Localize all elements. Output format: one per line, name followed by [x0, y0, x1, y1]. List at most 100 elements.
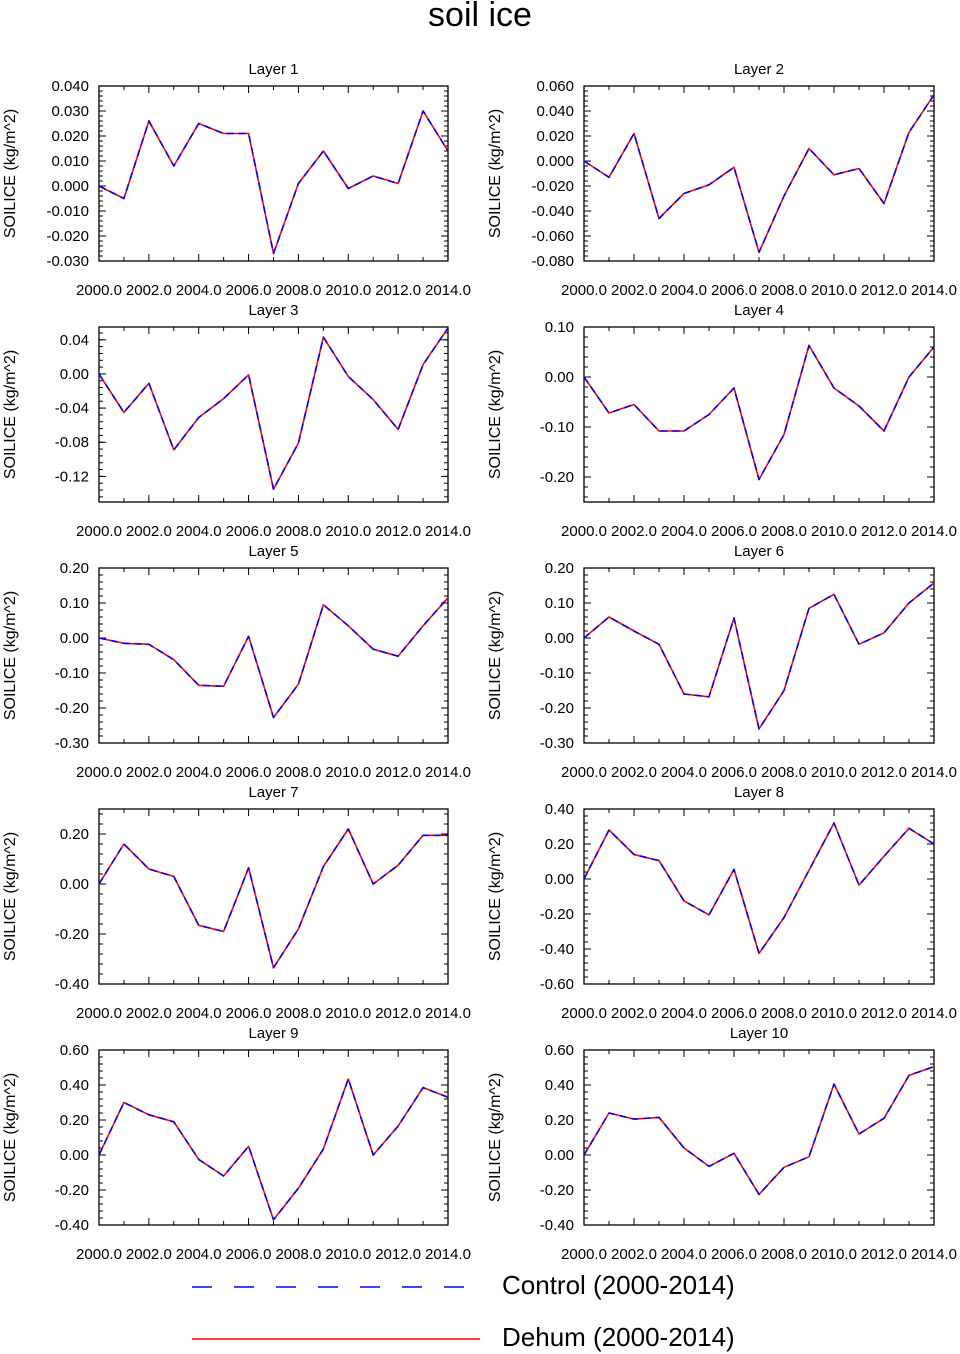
x-tick-label-layer-9: 2004.0: [176, 1246, 222, 1263]
y-tick-label-layer-10: -0.20: [540, 1182, 574, 1199]
x-tick-label-layer-5: 2008.0: [275, 764, 321, 781]
x-tick-label-layer-1: 2008.0: [275, 282, 321, 299]
x-tick-label-layer-8: 2006.0: [711, 1005, 757, 1022]
y-tick-label-layer-5: 0.20: [60, 560, 89, 577]
y-tick-label-layer-2: -0.080: [531, 253, 574, 270]
y-tick-label-layer-2: -0.060: [531, 228, 574, 245]
y-tick-label-layer-10: 0.60: [545, 1042, 574, 1059]
y-tick-label-layer-7: -0.40: [55, 976, 89, 993]
series-line-dehum-layer-10: [583, 1065, 935, 1196]
legend-swatches: [192, 1286, 480, 1340]
panel-title-layer-3: Layer 3: [248, 302, 298, 319]
series-line-dehum-layer-6: [583, 582, 935, 730]
y-tick-label-layer-1: 0.040: [51, 78, 89, 95]
y-tick-label-layer-4: -0.10: [540, 419, 574, 436]
x-tick-label-layer-5: 2004.0: [176, 764, 222, 781]
y-axis-label-layer-10: SOILICE (kg/m^2): [487, 1073, 504, 1202]
series-line-dehum-layer-1: [98, 110, 449, 255]
x-tick-label-layer-4: 2006.0: [711, 523, 757, 540]
legend-label-dehum: Dehum (2000-2014): [502, 1322, 735, 1352]
y-tick-label-layer-7: 0.20: [60, 826, 89, 843]
x-tick-label-layer-3: 2006.0: [226, 523, 272, 540]
x-tick-label-layer-1: 2004.0: [176, 282, 222, 299]
y-tick-label-layer-4: 0.00: [545, 369, 574, 386]
x-tick-label-layer-3: 2014.0: [425, 523, 471, 540]
x-tick-label-layer-10: 2014.0: [911, 1246, 957, 1263]
y-tick-label-layer-6: 0.00: [545, 630, 574, 647]
panel-frame-layer-9: [98, 1049, 449, 1226]
y-axis-label-layer-4: SOILICE (kg/m^2): [487, 350, 504, 479]
x-tick-label-layer-7: 2008.0: [275, 1005, 321, 1022]
x-tick-label-layer-8: 2014.0: [911, 1005, 957, 1022]
x-tick-label-layer-3: 2012.0: [375, 523, 421, 540]
y-tick-label-layer-6: 0.10: [545, 595, 574, 612]
y-tick-label-layer-10: 0.20: [545, 1112, 574, 1129]
y-axis-label-layer-2: SOILICE (kg/m^2): [487, 109, 504, 238]
x-tick-label-layer-4: 2002.0: [611, 523, 657, 540]
y-tick-label-layer-7: 0.00: [60, 876, 89, 893]
x-tick-label-layer-4: 2008.0: [761, 523, 807, 540]
x-tick-label-layer-4: 2012.0: [861, 523, 907, 540]
x-tick-label-layer-3: 2010.0: [325, 523, 371, 540]
x-tick-label-layer-9: 2002.0: [126, 1246, 172, 1263]
y-tick-label-layer-10: -0.40: [540, 1217, 574, 1234]
panel-title-layer-1: Layer 1: [248, 61, 298, 78]
y-axis-label-layer-5: SOILICE (kg/m^2): [2, 591, 19, 720]
x-tick-label-layer-1: 2006.0: [226, 282, 272, 299]
y-tick-label-layer-5: 0.10: [60, 595, 89, 612]
x-tick-label-layer-7: 2012.0: [375, 1005, 421, 1022]
x-tick-label-layer-6: 2010.0: [811, 764, 857, 781]
x-tick-label-layer-6: 2012.0: [861, 764, 907, 781]
y-tick-label-layer-5: -0.20: [55, 700, 89, 717]
y-tick-label-layer-2: 0.060: [536, 78, 574, 95]
y-tick-label-layer-2: 0.040: [536, 103, 574, 120]
series-line-dehum-layer-2: [583, 94, 935, 254]
x-tick-label-layer-5: 2012.0: [375, 764, 421, 781]
x-tick-label-layer-1: 2010.0: [325, 282, 371, 299]
x-tick-label-layer-8: 2012.0: [861, 1005, 907, 1022]
y-axis-label-layer-8: SOILICE (kg/m^2): [487, 832, 504, 961]
y-tick-label-layer-9: -0.20: [55, 1182, 89, 1199]
y-tick-label-layer-6: -0.20: [540, 700, 574, 717]
y-tick-label-layer-3: 0.00: [60, 366, 89, 383]
x-tick-label-layer-5: 2006.0: [226, 764, 272, 781]
x-tick-label-layer-2: 2010.0: [811, 282, 857, 299]
x-tick-label-layer-2: 2014.0: [911, 282, 957, 299]
x-tick-label-layer-2: 2012.0: [861, 282, 907, 299]
y-axis-label-layer-7: SOILICE (kg/m^2): [2, 832, 19, 961]
y-tick-label-layer-7: -0.20: [55, 926, 89, 943]
y-tick-label-layer-8: 0.00: [545, 871, 574, 888]
x-tick-label-layer-4: 2004.0: [661, 523, 707, 540]
x-tick-label-layer-9: 2006.0: [226, 1246, 272, 1263]
y-tick-label-layer-4: 0.10: [545, 319, 574, 336]
panel-title-layer-6: Layer 6: [734, 543, 784, 560]
x-tick-label-layer-7: 2002.0: [126, 1005, 172, 1022]
y-tick-label-layer-8: 0.20: [545, 836, 574, 853]
y-tick-label-layer-1: -0.010: [46, 203, 89, 220]
x-tick-label-layer-6: 2008.0: [761, 764, 807, 781]
panel-frame-layer-4: [583, 326, 935, 503]
panel-title-layer-7: Layer 7: [248, 784, 298, 801]
x-tick-label-layer-5: 2002.0: [126, 764, 172, 781]
x-tick-label-layer-9: 2012.0: [375, 1246, 421, 1263]
y-tick-label-layer-6: -0.10: [540, 665, 574, 682]
y-tick-label-layer-5: -0.30: [55, 735, 89, 752]
x-tick-label-layer-6: 2000.0: [561, 764, 607, 781]
y-tick-label-layer-10: 0.00: [545, 1147, 574, 1164]
y-tick-label-layer-6: -0.30: [540, 735, 574, 752]
x-tick-label-layer-5: 2000.0: [76, 764, 122, 781]
y-tick-label-layer-6: 0.20: [545, 560, 574, 577]
x-tick-label-layer-1: 2000.0: [76, 282, 122, 299]
x-tick-label-layer-10: 2008.0: [761, 1246, 807, 1263]
y-tick-label-layer-9: 0.00: [60, 1147, 89, 1164]
y-tick-label-layer-9: 0.40: [60, 1077, 89, 1094]
panel-title-layer-10: Layer 10: [730, 1025, 788, 1042]
y-tick-label-layer-5: -0.10: [55, 665, 89, 682]
x-tick-label-layer-7: 2014.0: [425, 1005, 471, 1022]
series-line-control-layer-4: [583, 344, 935, 481]
series-line-control-layer-5: [98, 597, 449, 719]
y-tick-label-layer-1: 0.000: [51, 178, 89, 195]
series-line-control-layer-7: [98, 828, 448, 969]
y-tick-label-layer-9: 0.20: [60, 1112, 89, 1129]
y-tick-label-layer-9: 0.60: [60, 1042, 89, 1059]
